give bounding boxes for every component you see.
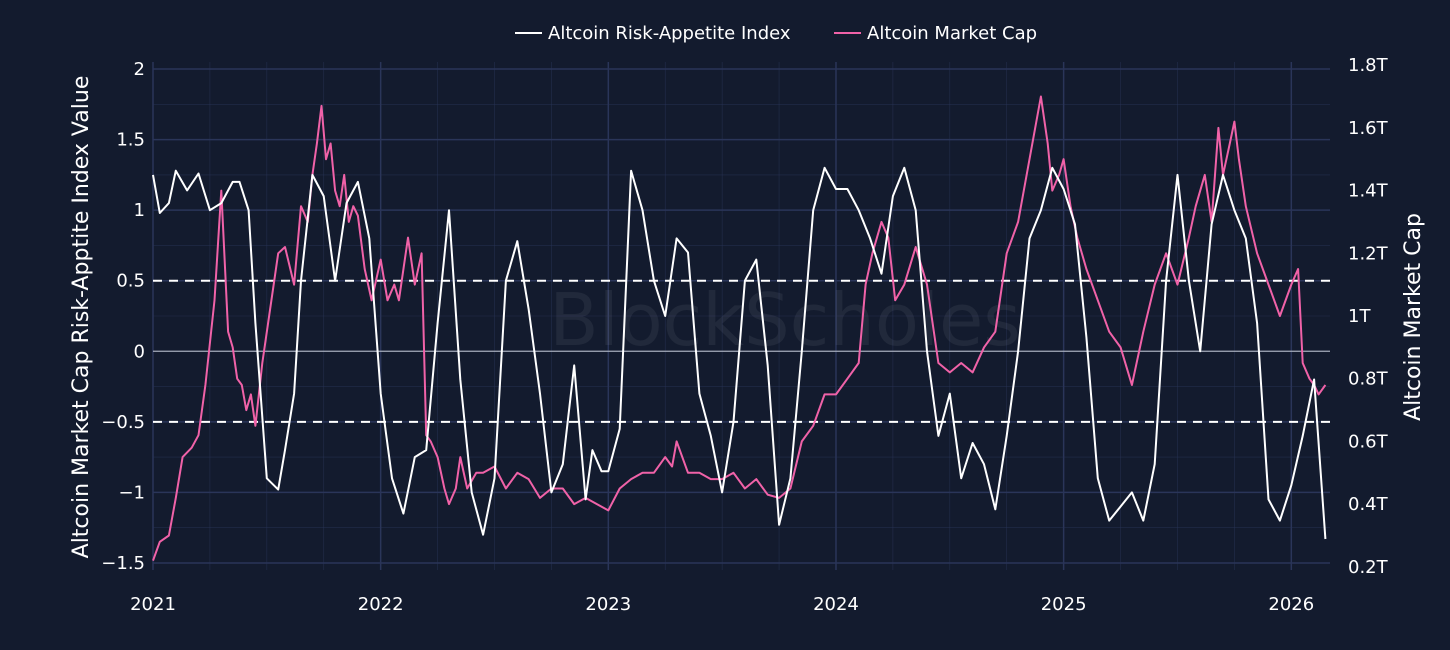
x-tick-label: 2022: [358, 594, 404, 615]
y-left-tick-label: −1: [118, 482, 145, 503]
grid: [152, 62, 1330, 570]
y-right-tick-label: 0.8T: [1348, 369, 1389, 390]
y-right-tick-label: 1.2T: [1348, 243, 1389, 264]
series-line-risk-index: [152, 166, 1327, 540]
y-right-tick-label: 0.4T: [1348, 494, 1389, 515]
series-layer: [152, 95, 1327, 561]
y-right-tick-label: 1T: [1348, 306, 1371, 327]
y-right-tick-label: 0.6T: [1348, 431, 1389, 452]
y-left-tick-label: 2: [134, 59, 145, 80]
ticks: 2021 2022 2023 2024 2025 2026 −1.5 −1 −0.5 0 0.5 1 1…: [101, 55, 1388, 615]
x-tick-label: 2021: [130, 594, 176, 615]
y-right-tick-label: 1.4T: [1348, 181, 1389, 202]
y-left-tick-label: 0.5: [116, 271, 145, 292]
x-tick-label: 2024: [813, 594, 859, 615]
y-right-axis-title: Altcoin Market Cap: [1401, 213, 1426, 421]
y-left-tick-label: 0: [134, 341, 145, 362]
reference-lines: [153, 279, 1330, 423]
y-right-tick-label: 1.8T: [1348, 55, 1389, 76]
y-left-tick-label: 1.5: [116, 130, 145, 151]
y-right-tick-label: 0.2T: [1348, 557, 1389, 578]
x-tick-label: 2025: [1041, 594, 1087, 615]
legend: Altcoin Risk-Appetite Index Altcoin Mark…: [515, 23, 1037, 44]
y-left-tick-label: −1.5: [101, 553, 145, 574]
legend-label-market-cap[interactable]: Altcoin Market Cap: [867, 23, 1037, 44]
y-left-axis-title: Altcoin Market Cap Risk-Apptite Index Va…: [69, 76, 94, 559]
y-right-tick-label: 1.6T: [1348, 118, 1389, 139]
legend-label-risk-index[interactable]: Altcoin Risk-Appetite Index: [548, 23, 791, 44]
y-left-tick-label: −0.5: [101, 412, 145, 433]
x-tick-label: 2026: [1268, 594, 1314, 615]
watermark: BlockScholes: [549, 278, 1021, 362]
y-left-tick-label: 1: [134, 200, 145, 221]
x-tick-label: 2023: [585, 594, 631, 615]
